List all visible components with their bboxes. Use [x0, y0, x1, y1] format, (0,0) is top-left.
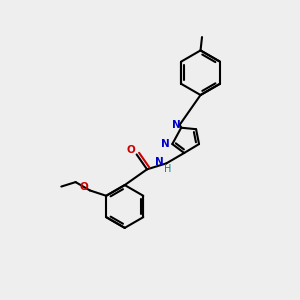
Text: N: N — [155, 157, 164, 167]
Text: N: N — [161, 139, 170, 149]
Text: O: O — [80, 182, 88, 193]
Text: H: H — [164, 164, 172, 174]
Text: O: O — [127, 145, 136, 155]
Text: N: N — [172, 120, 181, 130]
